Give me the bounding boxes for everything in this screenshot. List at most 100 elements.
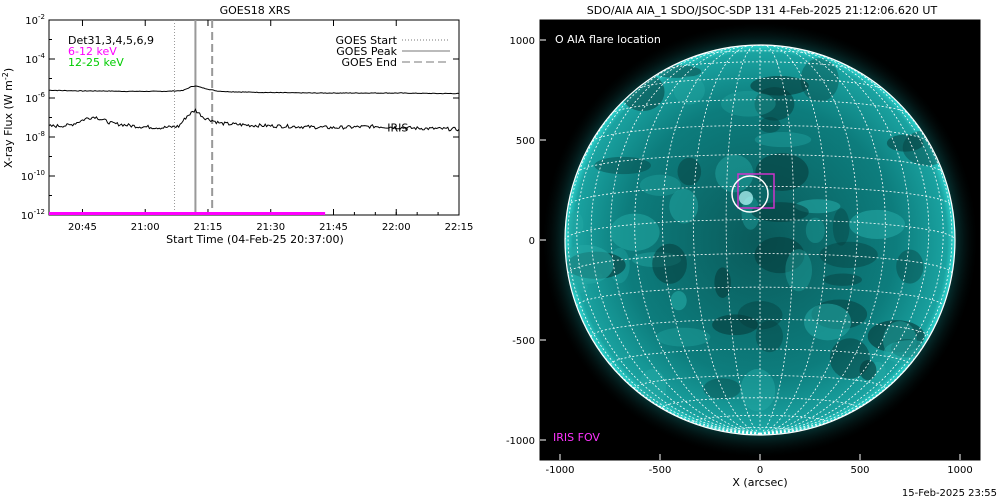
goes-x-tick-label: 21:30: [256, 222, 285, 233]
goes-series-group: [49, 85, 459, 132]
aia-x-axis: -1000 -500 0 500 1000: [545, 454, 973, 476]
disk-texture-patch: [751, 202, 809, 223]
longitude-line: [725, 45, 761, 435]
goes-y-axis: 10-2 10-4 10-6 10-8 10-10 10-12: [21, 13, 459, 222]
goes-y-tick-label: 10-10: [21, 169, 45, 183]
disk-texture-patch: [750, 76, 809, 96]
longitude-line: [662, 45, 761, 435]
latitude-line: [565, 219, 955, 241]
latitude-line: [567, 185, 953, 206]
disk-texture-patch: [849, 209, 906, 239]
longitude-line: [576, 53, 761, 435]
aia-y-tick-label: 500: [516, 136, 535, 147]
goes-title: GOES18 XRS: [220, 4, 291, 17]
goes-y-tick-label: 10-6: [25, 91, 45, 105]
longitude-line: [759, 45, 828, 435]
disk-texture-patch: [655, 327, 711, 347]
aia-y-tick-label: -1000: [506, 436, 535, 447]
goes-event-lines: [174, 20, 214, 215]
disk-texture-patch: [669, 188, 699, 224]
longitude-line: [567, 75, 761, 435]
aia-y-tick-label: -500: [512, 336, 535, 347]
disk-texture-patch: [832, 208, 850, 246]
disk-texture-patch: [896, 249, 924, 284]
aia-x-tick-label: -500: [649, 465, 672, 476]
disk-texture-patch: [670, 291, 687, 311]
disk-texture-patch: [819, 241, 878, 268]
disk-texture-patch: [715, 154, 754, 193]
disk-texture-patch: [886, 134, 924, 152]
longitude-line: [590, 47, 761, 435]
latitude-line: [696, 50, 824, 56]
goes-series-line-1: [49, 85, 459, 95]
goes-x-tick-label: 21:00: [131, 222, 160, 233]
disk-texture-patch: [610, 213, 660, 251]
disk-texture-patch: [740, 368, 776, 412]
channels-text: Det31,3,4,5,6,9: [68, 34, 154, 47]
footer-timestamp: 15-Feb-2025 23:55: [902, 488, 997, 499]
aia-title: SDO/AIA AIA_1 SDO/JSOC-SDP 131 4-Feb-202…: [587, 4, 938, 17]
disk-texture-patch: [567, 211, 584, 238]
goes-y-tick-label: 10-4: [25, 52, 45, 66]
latitude-line: [576, 154, 944, 173]
disk-texture-patch: [829, 338, 870, 379]
disk-texture-patch: [754, 236, 805, 274]
disk-texture-patch: [823, 273, 863, 286]
goes-x-tick-label: 22:15: [445, 222, 474, 233]
latitude-line: [576, 286, 944, 307]
disk-texture-patch: [785, 249, 813, 292]
longitude-line: [759, 47, 930, 435]
longitude-line: [610, 47, 761, 435]
longitude-line: [759, 45, 886, 435]
longitude-line: [759, 75, 953, 435]
longitude-line: [759, 47, 910, 435]
solar-limb-circle: [564, 44, 956, 436]
aia-x-tick-label: 0: [757, 465, 763, 476]
goes-series-line-2: [49, 108, 459, 132]
longitude-line: [759, 45, 858, 435]
aia-y-tick-label: 0: [529, 236, 535, 247]
disk-texture-patch: [754, 132, 812, 148]
disk-texture-patch: [759, 117, 781, 133]
longitude-line: [759, 53, 944, 435]
disk-texture-patch: [712, 314, 758, 336]
goes-y-label: X-ray Flux (W m-2): [1, 68, 15, 168]
disk-texture-patch: [677, 157, 702, 186]
flare-bright-spot: [739, 191, 753, 205]
disk-texture-patch: [652, 243, 687, 284]
latitude-line: [634, 375, 886, 389]
iris-fov-box: [737, 173, 775, 209]
goes-x-tick-label: 21:15: [194, 222, 223, 233]
longitude-line: [759, 45, 795, 435]
goes-y-tick-label: 10-2: [25, 13, 45, 27]
disk-texture-patch: [859, 359, 877, 381]
legend-goes-start: GOES Start: [336, 34, 398, 47]
aia-x-tick-label: 500: [850, 465, 869, 476]
goes-x-tick-label: 22:00: [382, 222, 411, 233]
disk-texture-patch: [714, 267, 731, 298]
goes-x-label: Start Time (04-Feb-25 20:37:00): [166, 233, 344, 246]
disk-texture-patch: [639, 174, 681, 196]
disk-texture-patch: [755, 153, 809, 191]
flare-legend-text: O AIA flare location: [555, 33, 661, 46]
disk-features: [565, 58, 952, 412]
channel-label-6-12: 6-12 keV: [68, 45, 117, 58]
flare-location-circle: [731, 175, 769, 213]
aia-x-tick-label: -1000: [545, 465, 574, 476]
aia-y-axis: 1000 500 0 -500 -1000: [506, 36, 546, 447]
goes-legend: GOES Start GOES Peak GOES End: [336, 34, 450, 69]
latitude-line: [635, 77, 885, 90]
iris-label: IRIS: [387, 122, 408, 135]
disk-texture-patch: [720, 90, 776, 117]
goes-x-tick-label: 20:45: [68, 222, 97, 233]
aia-x-label: X (arcsec): [732, 476, 787, 489]
legend-goes-peak: GOES Peak: [336, 45, 397, 58]
goes-panel: GOES18 XRS 10-2 10-4 10-6 10-8 10-10 10-12 20…: [1, 4, 473, 246]
disk-texture-patch: [673, 75, 705, 105]
goes-y-tick-label: 10-12: [21, 208, 45, 222]
goes-y-tick-label: 10-8: [25, 130, 45, 144]
aia-y-tick-label: 1000: [510, 36, 535, 47]
channel-label-12-25: 12-25 keV: [68, 56, 124, 69]
longitude-line: [692, 45, 761, 435]
